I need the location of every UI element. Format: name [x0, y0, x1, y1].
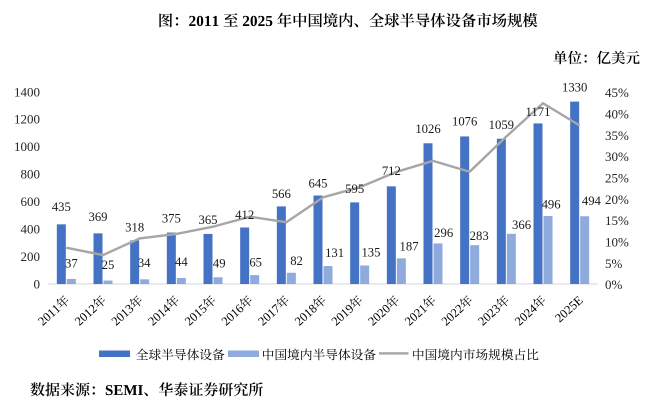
svg-text:496: 496 [542, 198, 561, 212]
svg-text:1076: 1076 [452, 115, 477, 129]
svg-text:1200: 1200 [14, 112, 40, 127]
svg-text:712: 712 [382, 164, 401, 178]
svg-text:20%: 20% [605, 192, 629, 207]
svg-text:131: 131 [325, 246, 344, 260]
svg-text:318: 318 [125, 221, 144, 235]
svg-text:435: 435 [52, 200, 71, 214]
svg-text:0%: 0% [605, 277, 623, 292]
svg-text:25: 25 [102, 258, 115, 272]
svg-text:200: 200 [21, 249, 41, 264]
svg-text:1059: 1059 [489, 118, 514, 132]
svg-text:25%: 25% [605, 170, 629, 185]
svg-text:366: 366 [512, 218, 531, 232]
svg-text:1400: 1400 [14, 84, 40, 99]
svg-text:412: 412 [235, 208, 254, 222]
svg-text:187: 187 [400, 239, 419, 253]
svg-text:1026: 1026 [415, 122, 440, 136]
svg-text:595: 595 [345, 182, 364, 196]
svg-text:645: 645 [308, 176, 327, 190]
svg-text:5%: 5% [605, 256, 623, 271]
svg-text:49: 49 [213, 257, 226, 271]
svg-text:37: 37 [65, 257, 78, 271]
svg-text:566: 566 [272, 187, 291, 201]
svg-text:65: 65 [249, 256, 262, 270]
svg-text:296: 296 [434, 226, 453, 240]
svg-text:10%: 10% [605, 234, 629, 249]
svg-text:15%: 15% [605, 213, 629, 228]
svg-text:30%: 30% [605, 149, 629, 164]
svg-text:34: 34 [138, 256, 151, 270]
svg-text:44: 44 [175, 255, 188, 269]
svg-text:600: 600 [21, 194, 41, 209]
svg-text:135: 135 [361, 245, 380, 259]
svg-text:1330: 1330 [562, 80, 587, 94]
svg-text:45%: 45% [605, 85, 629, 100]
svg-text:365: 365 [198, 213, 217, 227]
svg-text:40%: 40% [605, 106, 629, 121]
svg-text:375: 375 [162, 211, 181, 225]
svg-text:494: 494 [582, 194, 602, 208]
svg-text:35%: 35% [605, 128, 629, 143]
svg-text:0: 0 [34, 276, 41, 291]
svg-text:1000: 1000 [14, 139, 40, 154]
svg-text:369: 369 [88, 210, 107, 224]
svg-text:800: 800 [21, 167, 41, 182]
svg-text:283: 283 [470, 229, 489, 243]
svg-text:82: 82 [290, 254, 303, 268]
svg-text:1171: 1171 [526, 105, 551, 119]
svg-text:400: 400 [21, 221, 41, 236]
